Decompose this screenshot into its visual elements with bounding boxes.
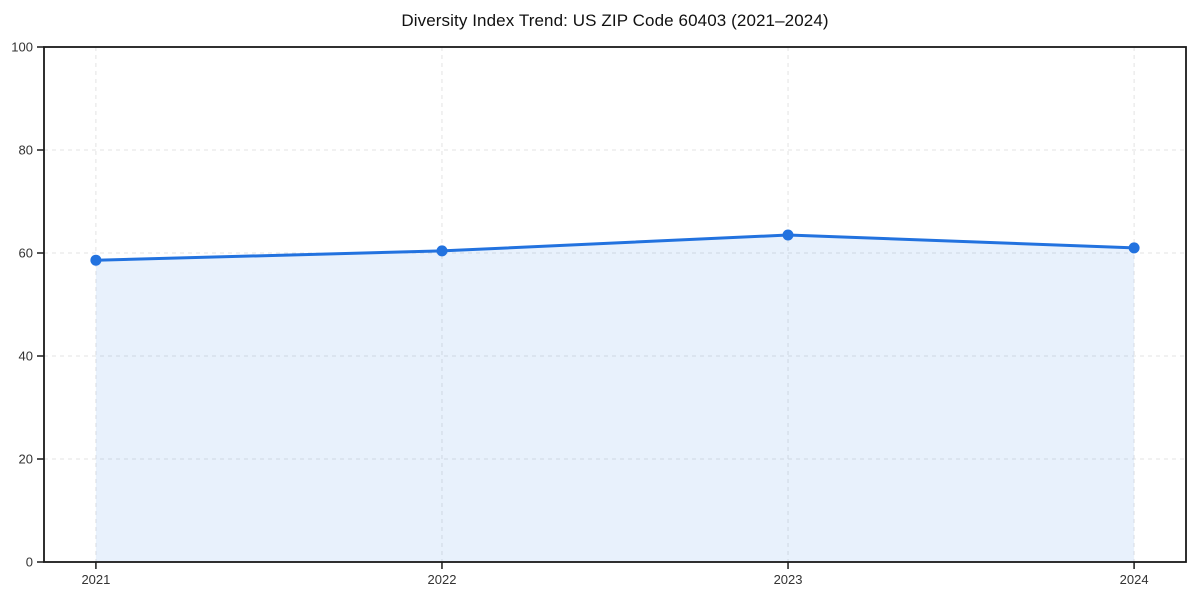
y-tick-label-40: 40	[19, 349, 33, 364]
trend-line	[94, 233, 1136, 262]
axes-frame	[43, 46, 1187, 563]
y-tick-label-60: 60	[19, 246, 33, 261]
data-point-2021	[90, 254, 102, 266]
x-tick-label-2022: 2022	[428, 572, 457, 587]
data-point-2024	[1128, 242, 1140, 254]
y-tick-label-20: 20	[19, 452, 33, 467]
x-tick-label-2021: 2021	[81, 572, 110, 587]
x-tick-label-2023: 2023	[774, 572, 803, 587]
y-tick-label-0: 0	[26, 555, 33, 570]
data-point-2022	[436, 245, 448, 257]
area-fill	[95, 235, 1135, 562]
y-tick-label-80: 80	[19, 143, 33, 158]
chart-title: Diversity Index Trend: US ZIP Code 60403…	[401, 11, 829, 30]
y-tick-label-100: 100	[11, 40, 33, 55]
x-tick-label-2024: 2024	[1120, 572, 1149, 587]
plot-background	[44, 47, 1186, 562]
data-point-2023	[782, 229, 794, 241]
